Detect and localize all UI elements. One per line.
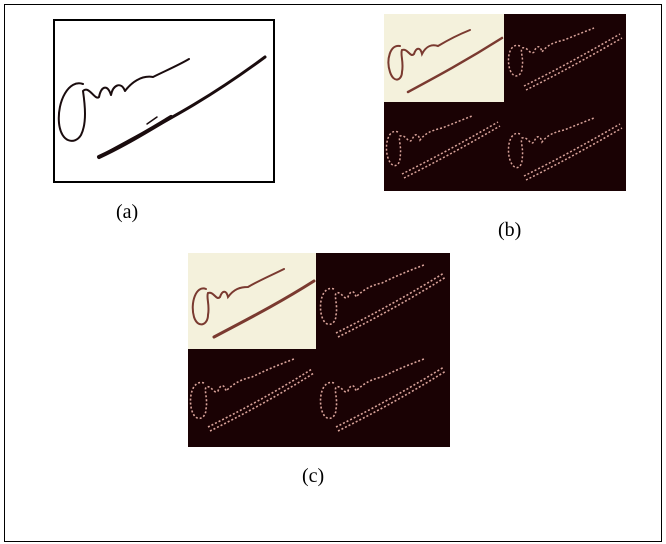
b-horizontal-detail [507,27,623,91]
caption-c: (c) [302,465,325,487]
signature-binary-image [57,55,267,159]
grid-c-image [188,253,450,447]
b-approximation-quadrant [384,14,504,102]
c-diagonal-detail [319,358,447,432]
c-vertical-detail [189,358,315,432]
c-approx-signature [191,268,316,339]
panel-c-wavelet-grid [188,253,450,447]
b-vertical-detail [385,115,501,179]
caption-a: (a) [116,201,139,223]
signature-loop [57,58,190,142]
grid-b-image [384,14,626,191]
panel-b-wavelet-grid [384,14,626,191]
figure-frame: (a) (b) [4,4,662,542]
signature-tail [97,115,173,159]
c-horizontal-detail [319,264,447,338]
caption-b: (b) [498,219,522,241]
b-diagonal-detail [507,117,623,181]
c-approximation-quadrant [188,253,316,349]
b-approx-signature [387,29,504,94]
panel-a-signature-binary [53,19,275,183]
